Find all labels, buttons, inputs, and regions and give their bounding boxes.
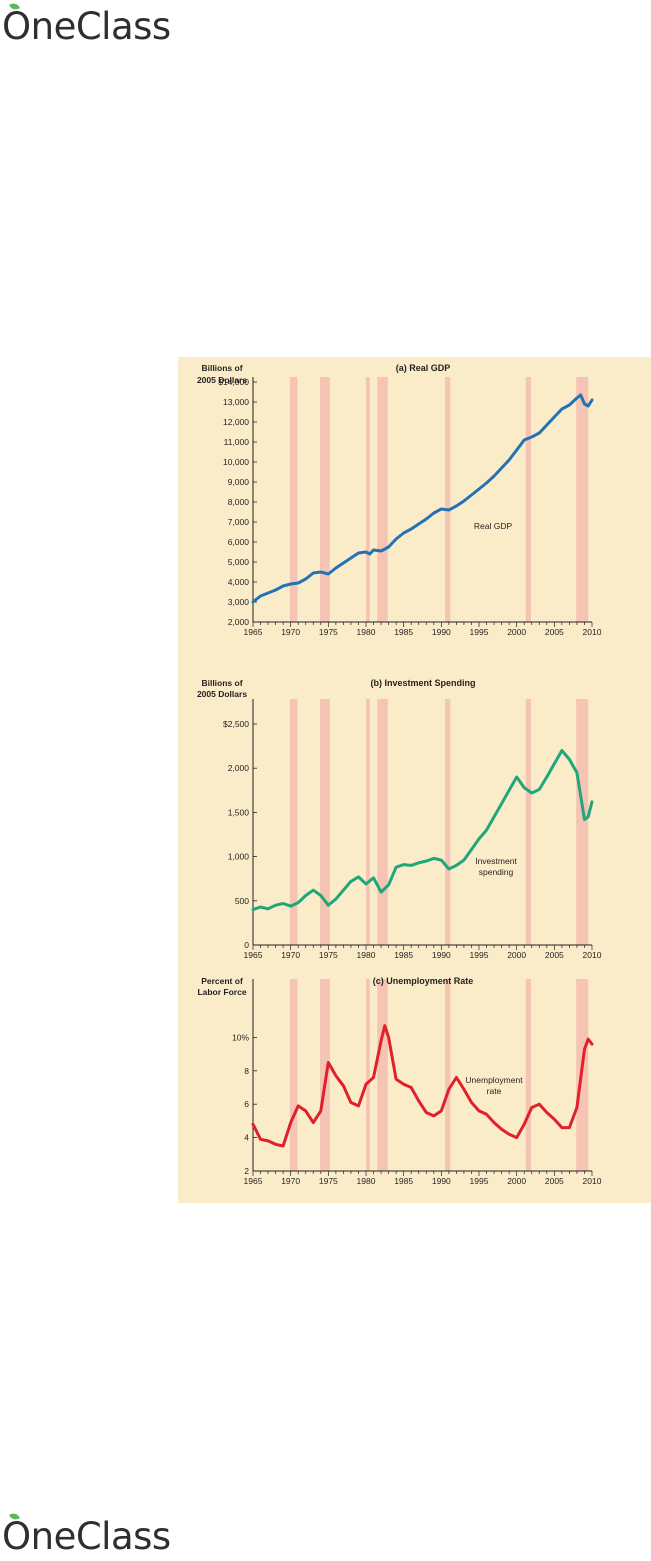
series-annotation: rate xyxy=(487,1086,502,1096)
x-tick-label: 1975 xyxy=(319,627,338,637)
chart-title: (b) Investment Spending xyxy=(370,678,475,688)
x-tick-label: 2005 xyxy=(545,950,564,960)
y-tick-label: 6,000 xyxy=(228,537,250,547)
x-tick-label: 1965 xyxy=(244,1176,263,1186)
x-tick-label: 1995 xyxy=(470,1176,489,1186)
x-tick-label: 2005 xyxy=(545,1176,564,1186)
y-tick-label: 8,000 xyxy=(228,497,250,507)
y-tick-label: 1,000 xyxy=(228,852,250,862)
oneclass-logo-bottom: OneClass xyxy=(2,1511,171,1558)
x-tick-label: 1970 xyxy=(281,627,300,637)
recession-bar xyxy=(289,377,298,622)
chart-title: (a) Real GDP xyxy=(396,363,451,373)
y-tick-label: 10% xyxy=(232,1032,249,1042)
y-tick-label: 10,000 xyxy=(223,457,249,467)
y-tick-label: 11,000 xyxy=(224,437,250,447)
x-tick-label: 2010 xyxy=(583,950,602,960)
series-annotation: Unemployment xyxy=(465,1075,523,1085)
x-tick-label: 2010 xyxy=(583,1176,602,1186)
y-tick-label: 2,000 xyxy=(228,617,250,627)
y-tick-label: 6 xyxy=(244,1099,249,1109)
recession-bar xyxy=(377,979,388,1171)
x-tick-label: 2000 xyxy=(507,1176,526,1186)
x-tick-label: 2005 xyxy=(545,627,564,637)
x-tick-label: 2000 xyxy=(507,627,526,637)
recession-bar xyxy=(445,699,451,945)
recession-bar xyxy=(377,377,388,622)
x-tick-label: 1980 xyxy=(357,950,376,960)
x-tick-label: 1980 xyxy=(357,1176,376,1186)
y-tick-label: 2 xyxy=(244,1166,249,1176)
y-tick-label: 3,000 xyxy=(228,597,250,607)
y-axis-unit-label: 2005 Dollars xyxy=(197,375,247,385)
oneclass-logo-text: OneClass xyxy=(2,4,171,48)
recession-bar xyxy=(377,699,388,945)
y-tick-label: 7,000 xyxy=(228,517,250,527)
recession-bar xyxy=(320,377,330,622)
y-tick-label: $2,500 xyxy=(223,719,249,729)
series-line xyxy=(251,749,594,912)
recession-bar xyxy=(445,979,451,1171)
x-tick-label: 1970 xyxy=(281,1176,300,1186)
oneclass-logo-top: OneClass xyxy=(2,1,171,48)
series-line xyxy=(251,393,594,604)
x-tick-label: 1990 xyxy=(432,950,451,960)
y-tick-label: 9,000 xyxy=(228,477,250,487)
x-tick-label: 1985 xyxy=(394,627,413,637)
y-axis-unit-label: Percent of xyxy=(201,976,243,986)
recession-bar xyxy=(525,377,531,622)
chart-title: (c) Unemployment Rate xyxy=(373,976,474,986)
y-tick-label: 13,000 xyxy=(223,397,249,407)
y-tick-label: $14,000 xyxy=(218,377,249,387)
x-tick-label: 1980 xyxy=(357,627,376,637)
y-tick-label: 8 xyxy=(244,1066,249,1076)
y-tick-label: 4,000 xyxy=(228,577,250,587)
recession-bar xyxy=(525,979,531,1171)
x-tick-label: 1965 xyxy=(244,950,263,960)
x-tick-label: 1990 xyxy=(432,627,451,637)
y-tick-label: 0 xyxy=(244,940,249,950)
x-tick-label: 1985 xyxy=(394,950,413,960)
recession-bar xyxy=(366,699,370,945)
recession-bar xyxy=(576,377,589,622)
x-tick-label: 1995 xyxy=(470,950,489,960)
y-tick-label: 4 xyxy=(244,1133,249,1143)
recession-bar xyxy=(366,377,370,622)
x-tick-label: 1970 xyxy=(281,950,300,960)
series-annotation: spending xyxy=(479,867,514,877)
economic-indicators-figure: 2,000 3,000 4,000 5,000 6,000 7,000 8,000 9,000… xyxy=(178,357,651,1203)
y-axis-unit-label: Billions of xyxy=(201,678,242,688)
recession-bar xyxy=(320,699,330,945)
x-tick-label: 1975 xyxy=(319,950,338,960)
series-annotation: Investment xyxy=(475,856,517,866)
recession-bar xyxy=(576,699,589,945)
recession-bar xyxy=(366,979,370,1171)
x-tick-label: 2000 xyxy=(507,950,526,960)
x-tick-label: 1965 xyxy=(244,627,263,637)
charts-svg: 2,000 3,000 4,000 5,000 6,000 7,000 8,000 9,000… xyxy=(197,363,602,1186)
recession-bar xyxy=(289,699,298,945)
recession-bar xyxy=(525,699,531,945)
oneclass-logo-text: OneClass xyxy=(2,1514,171,1558)
y-tick-label: 5,000 xyxy=(228,557,250,567)
series-line xyxy=(251,1024,594,1148)
series-annotation: Real GDP xyxy=(474,521,513,531)
recession-bar xyxy=(445,377,451,622)
x-tick-label: 1975 xyxy=(319,1176,338,1186)
y-axis-unit-label: 2005 Dollars xyxy=(197,689,247,699)
x-tick-label: 2010 xyxy=(583,627,602,637)
x-tick-label: 1985 xyxy=(394,1176,413,1186)
y-tick-label: 1,500 xyxy=(228,807,250,817)
x-tick-label: 1990 xyxy=(432,1176,451,1186)
x-tick-label: 1995 xyxy=(470,627,489,637)
y-tick-label: 500 xyxy=(235,896,249,906)
recession-bar xyxy=(289,979,298,1171)
y-axis-unit-label: Billions of xyxy=(201,363,242,373)
y-tick-label: 12,000 xyxy=(223,417,249,427)
y-axis-unit-label: Labor Force xyxy=(197,987,246,997)
y-tick-label: 2,000 xyxy=(228,763,250,773)
